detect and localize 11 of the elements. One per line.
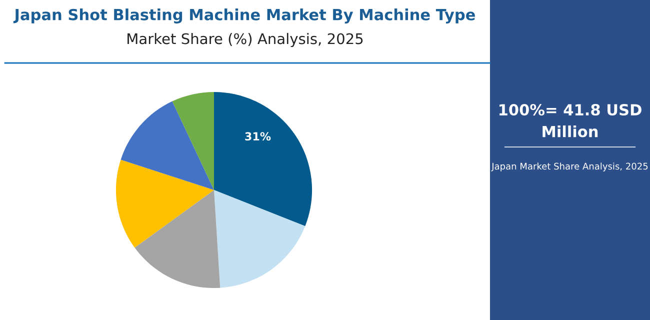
- data-label: 31%: [245, 132, 271, 141]
- pie-slice: [120, 101, 214, 190]
- text: 100%= 41.8 USD Million: [500, 104, 642, 138]
- text: Japan Market Share Analysis, 2025: [491, 162, 648, 172]
- pie-slice: [214, 92, 312, 226]
- pie-slice: [214, 190, 306, 288]
- pie-slice: [172, 92, 214, 190]
- pie-slice: [116, 160, 214, 248]
- pie-slice: [134, 190, 220, 288]
- chart-title: Japan Shot Blasting Machine Market By Machine Type: [13, 8, 475, 24]
- chart-subtitle: Market Share (%) Analysis, 2025: [128, 32, 363, 48]
